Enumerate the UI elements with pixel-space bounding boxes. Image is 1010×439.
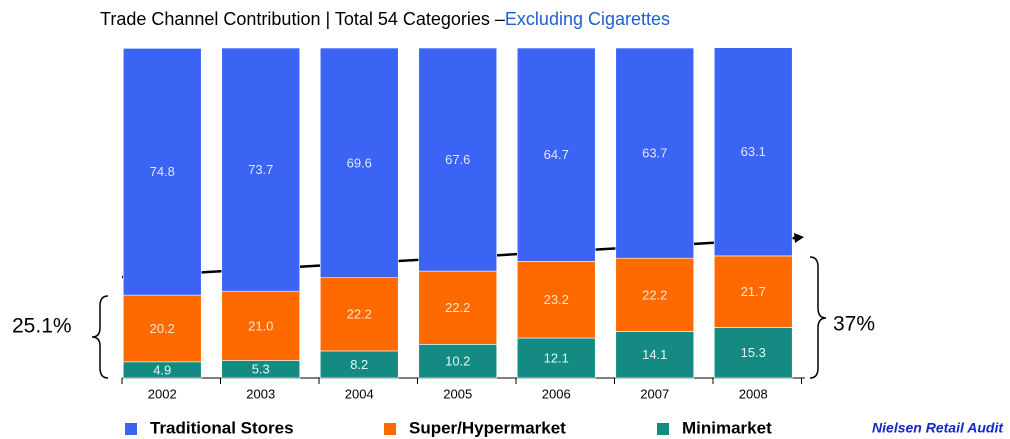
value-label: 8.2 [350,357,368,372]
value-label: 21.7 [741,284,766,299]
bar-segment [615,331,695,379]
bar-segment [418,47,498,272]
value-label: 23.2 [544,292,569,307]
x-tick-label: 2003 [246,386,275,401]
bar-segment [516,261,596,339]
legend-swatch [657,423,669,435]
value-label: 22.2 [642,287,667,302]
source: Nielsen Retail Audit [872,420,1004,436]
x-tick-label: 2006 [542,386,571,401]
legend-label: Super/Hypermarket [409,418,566,437]
legend-swatch [125,423,137,435]
legend-label: Traditional Stores [150,418,294,437]
title-main: Trade Channel Contribution | Total 54 Ca… [100,9,505,29]
legend-label: Minimarket [682,418,772,437]
bar-segment [615,257,695,332]
x-tick-label: 2002 [148,386,177,401]
value-label: 4.9 [153,362,171,377]
right-brace [809,256,827,379]
value-label: 73.7 [248,162,273,177]
x-tick-label: 2005 [443,386,472,401]
bar-segment [221,290,301,361]
x-tick-label: 2004 [345,386,374,401]
bar-segment [221,47,301,292]
bar-segment [319,277,399,352]
bar-segment [516,47,596,262]
bar-segment [713,327,793,379]
value-label: 69.6 [347,155,372,170]
bar-segment [615,47,695,259]
left-brace [91,295,109,379]
value-label: 20.2 [150,321,175,336]
value-label: 21.0 [248,318,273,333]
value-label: 15.3 [741,345,766,360]
x-tick-label: 2008 [739,386,768,401]
value-label: 64.7 [544,147,569,162]
arrow-head [794,233,804,243]
title-highlight: Excluding Cigarettes [505,9,670,29]
value-label: 74.8 [150,164,175,179]
value-label: 67.6 [445,152,470,167]
value-label: 12.1 [544,350,569,365]
bar-segment [418,344,498,379]
value-label: 22.2 [445,300,470,315]
bar-segment [319,47,399,278]
bar-segment [319,350,399,379]
value-label: 5.3 [252,362,270,377]
bar-segment [713,255,793,328]
bar-segment [516,337,596,379]
bar-segment [122,48,202,296]
bar-segment [122,294,202,363]
value-label: 63.1 [741,144,766,159]
value-label: 10.2 [445,354,470,369]
bar-segment [713,47,793,257]
bar-segment [418,270,498,345]
value-label: 14.1 [642,347,667,362]
chart-title: Trade Channel Contribution | Total 54 Ca… [100,9,670,29]
annotation-right: 37% [833,313,875,336]
value-label: 63.7 [642,146,667,161]
x-tick-label: 2007 [640,386,669,401]
value-label: 22.2 [347,307,372,322]
legend-swatch [384,423,396,435]
annotation-left: 25.1% [12,315,72,338]
